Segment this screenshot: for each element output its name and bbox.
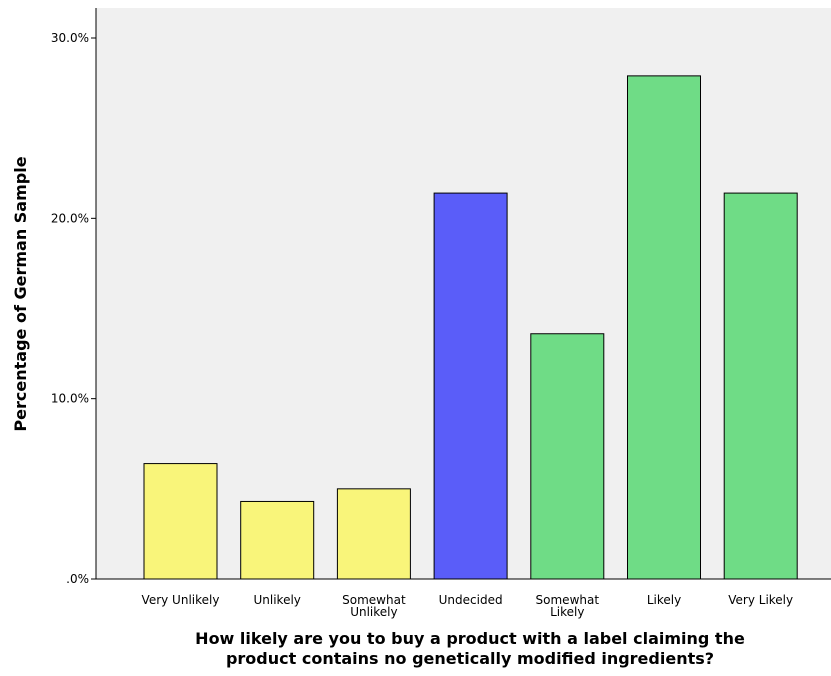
x-category-label: Very Likely: [728, 593, 793, 607]
bar: [723, 192, 798, 580]
y-tick-label: 10.0%: [51, 392, 89, 406]
y-tick-label: .0%: [66, 572, 89, 586]
bar: [530, 333, 605, 580]
bar: [433, 192, 508, 580]
x-category-label: Very Unlikely: [142, 593, 220, 607]
x-category-label: Unlikely: [253, 593, 300, 607]
y-tick-label: 20.0%: [51, 211, 89, 225]
bar: [240, 500, 315, 580]
x-axis-title-line-1: How likely are you to buy a product with…: [195, 629, 745, 648]
x-category-label: Somewhat: [536, 593, 600, 607]
x-axis-title-line-2: product contains no genetically modified…: [226, 649, 714, 668]
bar: [336, 488, 411, 580]
bar: [627, 75, 701, 580]
x-category-label: Somewhat: [342, 593, 406, 607]
x-category-label: Unlikely: [350, 605, 397, 619]
x-category-label: Undecided: [439, 593, 503, 607]
bar: [143, 463, 218, 580]
x-category-label: Likely: [647, 593, 681, 607]
x-category-label: Likely: [550, 605, 584, 619]
y-tick-label: 30.0%: [51, 31, 89, 45]
y-axis-title: Percentage of German Sample: [11, 156, 30, 431]
